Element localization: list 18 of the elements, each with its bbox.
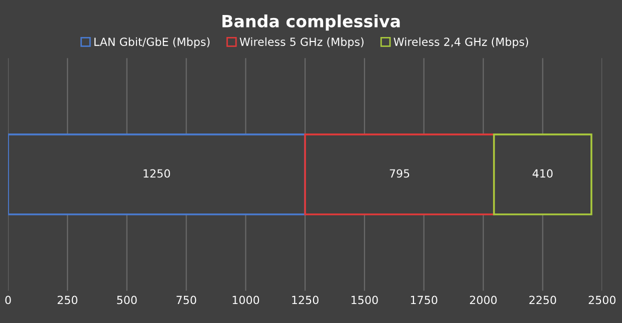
x-tick-label: 1000 — [232, 296, 260, 304]
legend-label: LAN Gbit/GbE (Mbps) — [94, 37, 210, 48]
chart-title: Banda complessiva — [222, 14, 400, 31]
x-tick-label: 2500 — [588, 296, 616, 304]
legend-label: Wireless 5 GHz (Mbps) — [240, 37, 364, 48]
x-tick-label: 250 — [58, 296, 78, 304]
data-label: 410 — [532, 169, 553, 178]
x-tick-label: 500 — [117, 296, 137, 304]
x-tick-label: 1250 — [292, 296, 318, 304]
data-label: 795 — [390, 169, 410, 178]
x-tick-label: 750 — [176, 296, 196, 304]
x-tick-label: 2000 — [470, 296, 497, 304]
data-label: 1250 — [144, 169, 170, 178]
x-tick-label: 1500 — [352, 296, 378, 304]
x-tick-label: 1750 — [410, 296, 438, 304]
x-tick-label: 2250 — [529, 296, 556, 304]
x-tick-label: 0 — [5, 296, 11, 304]
legend-label: Wireless 2,4 GHz (Mbps) — [394, 37, 528, 48]
